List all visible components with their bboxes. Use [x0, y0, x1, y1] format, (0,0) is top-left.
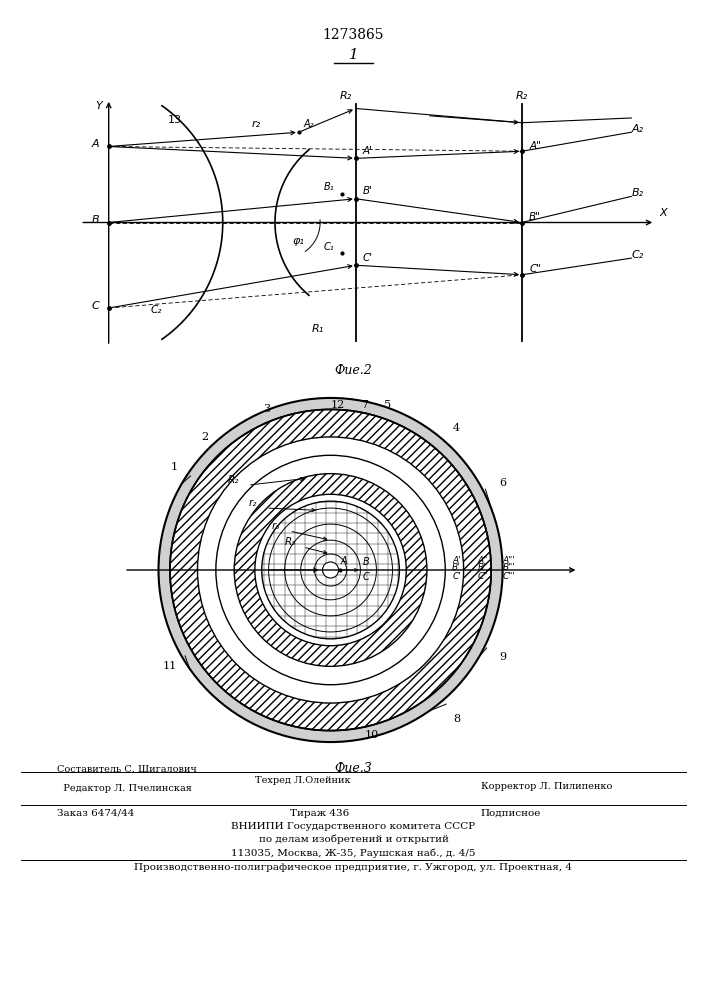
- Text: B: B: [92, 215, 99, 225]
- Circle shape: [158, 398, 503, 742]
- Text: A": A": [529, 141, 541, 151]
- Text: r₃: r₃: [271, 521, 280, 531]
- Text: 1: 1: [349, 48, 358, 62]
- Text: C₂: C₂: [631, 250, 643, 260]
- Text: C": C": [529, 264, 541, 274]
- Text: 11: 11: [163, 661, 177, 671]
- Text: A: A: [92, 139, 99, 149]
- Text: 9: 9: [499, 652, 506, 662]
- Text: 1273865: 1273865: [323, 28, 384, 42]
- Text: Подписное: Подписное: [481, 809, 541, 818]
- Text: Фие.3: Фие.3: [334, 762, 373, 775]
- Text: 7: 7: [361, 400, 368, 410]
- Text: B"': B"': [503, 563, 515, 572]
- Text: Техред Л.Олейник: Техред Л.Олейник: [255, 776, 350, 785]
- Text: R₃: R₃: [285, 537, 296, 547]
- Text: 12: 12: [330, 400, 344, 410]
- Text: C': C': [452, 572, 461, 581]
- Text: A₂: A₂: [303, 119, 314, 129]
- Text: Корректор Л. Пилипенко: Корректор Л. Пилипенко: [481, 782, 612, 791]
- Circle shape: [197, 437, 464, 703]
- Text: 10: 10: [365, 730, 379, 740]
- Text: C': C': [363, 253, 373, 263]
- Text: 8: 8: [453, 714, 460, 724]
- Text: B': B': [363, 186, 373, 196]
- Circle shape: [255, 494, 407, 646]
- Text: Производственно-полиграфическое предприятие, г. Ужгород, ул. Проектная, 4: Производственно-полиграфическое предприя…: [134, 863, 573, 872]
- Text: B₂: B₂: [631, 188, 643, 198]
- Text: B': B': [452, 563, 461, 572]
- Text: ВНИИПИ Государственного комитета СССР: ВНИИПИ Государственного комитета СССР: [231, 822, 476, 831]
- Circle shape: [216, 455, 445, 685]
- Text: X: X: [660, 208, 667, 218]
- Text: Редактор Л. Пчелинская: Редактор Л. Пчелинская: [57, 784, 192, 793]
- Text: 1: 1: [171, 462, 178, 472]
- Text: 6: 6: [499, 478, 506, 488]
- Text: по делам изобретений и открытий: по делам изобретений и открытий: [259, 835, 448, 844]
- Text: Y: Y: [95, 101, 102, 111]
- Text: A': A': [363, 146, 373, 156]
- Circle shape: [170, 409, 491, 731]
- Text: C: C: [363, 572, 370, 582]
- Text: r₂: r₂: [252, 119, 261, 129]
- Circle shape: [322, 562, 339, 578]
- Text: B": B": [529, 212, 541, 222]
- Text: Фие.2: Фие.2: [334, 364, 373, 377]
- Text: 3: 3: [263, 404, 270, 414]
- Text: φ₁: φ₁: [293, 236, 305, 246]
- Text: Составитель С. Шигалович: Составитель С. Шигалович: [57, 765, 197, 774]
- Circle shape: [262, 501, 399, 639]
- Text: R₂: R₂: [228, 475, 239, 485]
- Text: 113035, Москва, Ж-35, Раушская наб., д. 4/5: 113035, Москва, Ж-35, Раушская наб., д. …: [231, 848, 476, 857]
- Text: C₂: C₂: [151, 305, 162, 315]
- Text: R₂: R₂: [516, 91, 528, 101]
- Text: R₂: R₂: [340, 91, 352, 101]
- Text: C: C: [91, 301, 99, 311]
- Text: A"': A"': [503, 556, 515, 565]
- Text: A": A": [477, 556, 488, 565]
- Text: B₁: B₁: [324, 182, 334, 192]
- Text: A: A: [341, 556, 348, 566]
- Text: A': A': [452, 556, 461, 565]
- Text: C": C": [477, 572, 488, 581]
- Text: B": B": [477, 563, 488, 572]
- Text: r₂: r₂: [249, 498, 257, 508]
- Text: C"': C"': [503, 572, 515, 581]
- Text: 4: 4: [453, 423, 460, 433]
- Text: 13: 13: [168, 115, 182, 125]
- Text: R₁: R₁: [312, 324, 324, 334]
- Text: Заказ 6474/44: Заказ 6474/44: [57, 809, 134, 818]
- Text: 5: 5: [385, 400, 392, 410]
- Text: 2: 2: [201, 432, 208, 442]
- Text: Тираж 436: Тираж 436: [290, 809, 349, 818]
- Text: B: B: [363, 557, 370, 567]
- Text: C₁: C₁: [324, 242, 334, 252]
- Text: A₂: A₂: [631, 124, 643, 134]
